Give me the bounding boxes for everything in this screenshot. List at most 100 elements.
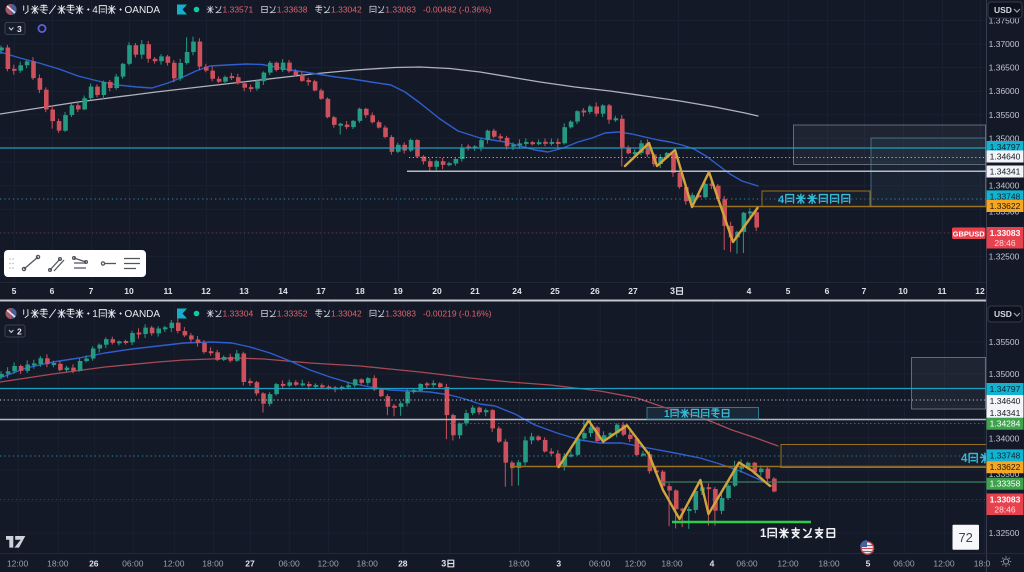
svg-text:1.34640: 1.34640 [990, 396, 1021, 406]
svg-text:7: 7 [862, 286, 867, 296]
svg-text:1.33083: 1.33083 [990, 495, 1021, 505]
svg-text:06:00: 06:00 [589, 559, 611, 569]
svg-text:13: 13 [239, 286, 249, 296]
svg-text:4: 4 [961, 453, 968, 465]
svg-text:1.33500: 1.33500 [989, 469, 1020, 479]
svg-text:1.35500: 1.35500 [989, 337, 1020, 347]
svg-text:1.37000: 1.37000 [989, 39, 1020, 49]
svg-text:18: 18 [355, 286, 365, 296]
svg-text:12:00: 12:00 [7, 559, 29, 569]
svg-text:21: 21 [470, 286, 480, 296]
svg-text:06:00: 06:00 [122, 559, 144, 569]
svg-text:1.33304: 1.33304 [223, 309, 254, 319]
svg-text:1.34341: 1.34341 [990, 167, 1021, 177]
svg-text:27: 27 [245, 559, 255, 569]
svg-text:4: 4 [92, 5, 98, 16]
svg-text:4: 4 [747, 286, 752, 296]
svg-text:06:00: 06:00 [736, 559, 758, 569]
svg-text:1.34797: 1.34797 [990, 384, 1021, 394]
svg-text:1.33352: 1.33352 [277, 309, 308, 319]
svg-text:1.37500: 1.37500 [989, 15, 1020, 25]
svg-text:1.33083: 1.33083 [385, 5, 416, 15]
svg-text:4: 4 [710, 559, 715, 569]
svg-text:28:46: 28:46 [994, 238, 1016, 248]
svg-text:1.36000: 1.36000 [989, 86, 1020, 96]
svg-text:27: 27 [628, 286, 638, 296]
svg-text:1.32500: 1.32500 [989, 251, 1020, 261]
svg-text:18:00: 18:00 [661, 559, 683, 569]
svg-text:OANDA: OANDA [125, 5, 161, 16]
svg-text:20: 20 [432, 286, 442, 296]
svg-text:1.33083: 1.33083 [385, 309, 416, 319]
svg-text:10: 10 [124, 286, 134, 296]
svg-text:12:00: 12:00 [933, 559, 955, 569]
svg-text:1.33748: 1.33748 [990, 450, 1021, 460]
svg-text:1.36500: 1.36500 [989, 63, 1020, 73]
svg-text:18:0: 18:0 [974, 559, 991, 569]
svg-text:26: 26 [590, 286, 600, 296]
svg-text:18:00: 18:00 [818, 559, 840, 569]
svg-text:12:00: 12:00 [163, 559, 185, 569]
svg-text:18:00: 18:00 [508, 559, 530, 569]
svg-text:12: 12 [975, 286, 985, 296]
svg-text:5: 5 [12, 286, 17, 296]
svg-text:1.35500: 1.35500 [989, 110, 1020, 120]
svg-text:10: 10 [898, 286, 908, 296]
svg-text:-0.00219 (-0.16%): -0.00219 (-0.16%) [423, 309, 492, 319]
svg-text:1.33042: 1.33042 [331, 5, 362, 15]
svg-text:1: 1 [92, 309, 98, 320]
svg-text:12: 12 [201, 286, 211, 296]
svg-text:25: 25 [550, 286, 560, 296]
svg-text:1.33748: 1.33748 [990, 191, 1021, 201]
svg-text:5: 5 [786, 286, 791, 296]
svg-text:28:46: 28:46 [994, 505, 1016, 515]
svg-text:1: 1 [760, 528, 767, 540]
svg-text:12:00: 12:00 [777, 559, 799, 569]
svg-text:3: 3 [17, 24, 22, 34]
svg-text:4: 4 [778, 194, 785, 206]
svg-text:18:00: 18:00 [357, 559, 379, 569]
svg-text:12:00: 12:00 [625, 559, 647, 569]
svg-text:17: 17 [316, 286, 326, 296]
svg-text:7: 7 [89, 286, 94, 296]
svg-text:18:00: 18:00 [47, 559, 69, 569]
svg-text:14: 14 [278, 286, 288, 296]
svg-text:1.33042: 1.33042 [331, 309, 362, 319]
svg-text:1.33571: 1.33571 [223, 5, 254, 15]
svg-text:19: 19 [393, 286, 403, 296]
svg-text:1.34797: 1.34797 [990, 142, 1021, 152]
svg-text:1.33622: 1.33622 [990, 201, 1021, 211]
svg-text:1.34640: 1.34640 [990, 152, 1021, 162]
svg-text:1.33083: 1.33083 [990, 228, 1021, 238]
svg-text:3: 3 [556, 559, 561, 569]
svg-text:1.33622: 1.33622 [990, 462, 1021, 472]
svg-text:6: 6 [825, 286, 830, 296]
svg-text:06:00: 06:00 [278, 559, 300, 569]
svg-text:28: 28 [398, 559, 408, 569]
svg-text:72: 72 [958, 530, 972, 545]
svg-text:6: 6 [50, 286, 55, 296]
svg-text:24: 24 [512, 286, 522, 296]
svg-text:USD: USD [994, 5, 1012, 15]
svg-text:USD: USD [994, 309, 1012, 319]
svg-text:1: 1 [664, 409, 670, 420]
svg-text:3: 3 [670, 286, 675, 296]
svg-text:12:00: 12:00 [317, 559, 339, 569]
svg-text:1.34284: 1.34284 [990, 419, 1021, 429]
svg-text:11: 11 [164, 286, 173, 296]
svg-text:1.35000: 1.35000 [989, 133, 1020, 143]
svg-text:-0.00482 (-0.36%): -0.00482 (-0.36%) [423, 5, 492, 15]
svg-text:2: 2 [17, 327, 22, 337]
svg-text:5: 5 [866, 559, 871, 569]
svg-text:3: 3 [441, 559, 446, 569]
svg-text:1.32500: 1.32500 [989, 528, 1020, 538]
svg-text:1.34000: 1.34000 [989, 434, 1020, 444]
svg-text:GBPUSD: GBPUSD [953, 229, 986, 238]
svg-text:11: 11 [938, 286, 947, 296]
svg-text:1.33638: 1.33638 [277, 5, 308, 15]
svg-text:1.34341: 1.34341 [990, 408, 1021, 418]
svg-text:1.34000: 1.34000 [989, 181, 1020, 191]
svg-text:OANDA: OANDA [125, 309, 161, 320]
svg-text:1.33358: 1.33358 [990, 479, 1021, 489]
svg-text:26: 26 [89, 559, 99, 569]
